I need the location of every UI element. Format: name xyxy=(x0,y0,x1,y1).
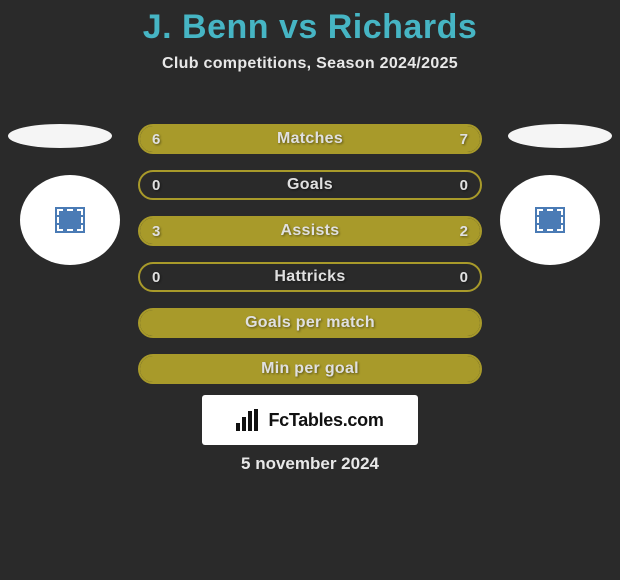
bar-chart-icon xyxy=(236,409,262,431)
stat-row-matches: 6 Matches 7 xyxy=(138,124,482,154)
stat-label: Assists xyxy=(140,218,480,244)
stat-value-right: 0 xyxy=(460,172,468,198)
player-left-badge xyxy=(20,175,120,265)
stat-label: Hattricks xyxy=(140,264,480,290)
stats-container: 6 Matches 7 0 Goals 0 3 Assists 2 0 Hatt… xyxy=(138,124,482,400)
stat-value-right: 0 xyxy=(460,264,468,290)
stat-row-goals: 0 Goals 0 xyxy=(138,170,482,200)
stat-row-min-per-goal: Min per goal xyxy=(138,354,482,384)
stat-value-right: 7 xyxy=(460,126,468,152)
stat-label: Goals per match xyxy=(140,310,480,336)
stat-label: Min per goal xyxy=(140,356,480,382)
page-title: J. Benn vs Richards xyxy=(0,0,620,47)
player-right-shadow xyxy=(508,124,612,148)
stat-label: Goals xyxy=(140,172,480,198)
stat-value-right: 2 xyxy=(460,218,468,244)
stat-row-hattricks: 0 Hattricks 0 xyxy=(138,262,482,292)
logo[interactable]: FcTables.com xyxy=(202,395,418,445)
stat-row-assists: 3 Assists 2 xyxy=(138,216,482,246)
player-right-badge xyxy=(500,175,600,265)
date-label: 5 november 2024 xyxy=(0,454,620,474)
shield-icon xyxy=(57,209,83,231)
stat-label: Matches xyxy=(140,126,480,152)
stat-row-goals-per-match: Goals per match xyxy=(138,308,482,338)
subtitle: Club competitions, Season 2024/2025 xyxy=(0,55,620,73)
player-left-shadow xyxy=(8,124,112,148)
shield-icon xyxy=(537,209,563,231)
logo-text: FcTables.com xyxy=(268,410,383,431)
